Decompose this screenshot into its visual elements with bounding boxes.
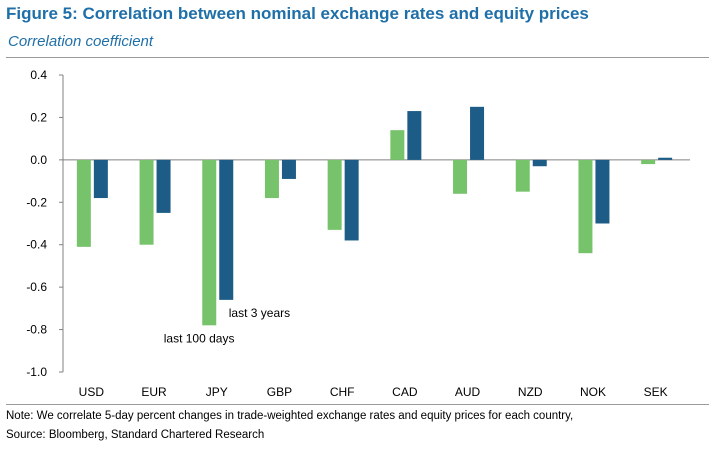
x-tick-label: CHF (330, 385, 355, 399)
footnote: Note: We correlate 5-day percent changes… (6, 410, 574, 422)
source-line: Source: Bloomberg, Standard Chartered Re… (6, 429, 265, 441)
bars (76, 106, 673, 326)
x-tick-label: CAD (392, 385, 418, 399)
y-tick-label: -0.4 (26, 238, 47, 252)
y-tick-label: 0.2 (30, 110, 47, 124)
annotation-last-3-years: last 3 years (229, 306, 290, 320)
bar-last-100-days-usd (76, 159, 91, 247)
x-tick-label: GBP (267, 385, 292, 399)
bar-last-3-years-jpy (219, 159, 234, 300)
y-tick-label: 0.4 (30, 68, 47, 82)
bar-last-3-years-chf (344, 159, 359, 241)
bar-last-100-days-eur (139, 159, 154, 245)
bar-chart: 0.4 0.2 0.0 -0.2 -0.4 -0.6 -0.8 -1.0 USD EUR JPY G… (26, 68, 690, 399)
bar-last-3-years-gbp (281, 159, 296, 179)
bar-last-3-years-nzd (532, 159, 547, 167)
bar-last-3-years-nok (595, 159, 610, 224)
x-tick-label: JPY (206, 385, 228, 399)
y-tick-label: -1.0 (26, 365, 47, 379)
bar-last-100-days-nok (578, 159, 593, 254)
bar-last-100-days-gbp (264, 159, 279, 199)
bar-last-3-years-usd (93, 159, 108, 199)
bar-last-100-days-aud (453, 159, 468, 194)
x-tick-label: NOK (580, 385, 606, 399)
annotation-last-100-days: last 100 days (164, 331, 235, 345)
chart-subtitle: Correlation coefficient (8, 33, 154, 50)
x-tick-label: AUD (455, 385, 481, 399)
y-tick-label: 0.0 (30, 153, 47, 167)
bar-last-3-years-sek (658, 157, 673, 160)
x-tick-label: EUR (141, 385, 167, 399)
top-divider (6, 57, 709, 58)
chart-title: Figure 5: Correlation between nominal ex… (6, 4, 589, 23)
x-tick-label: USD (79, 385, 105, 399)
bar-last-100-days-sek (641, 159, 656, 165)
bar-last-100-days-nzd (515, 159, 530, 192)
bar-last-3-years-eur (156, 159, 171, 213)
y-tick-label: -0.6 (26, 280, 47, 294)
bar-last-3-years-aud (470, 106, 485, 160)
y-tick-label: -0.2 (26, 195, 47, 209)
bar-last-100-days-cad (390, 130, 405, 160)
bar-last-100-days-chf (327, 159, 342, 230)
bottom-divider (6, 404, 709, 405)
y-tick-label: -0.8 (26, 323, 47, 337)
x-tick-label: NZD (518, 385, 543, 399)
bar-last-100-days-jpy (202, 159, 217, 326)
x-tick-label: SEK (644, 385, 668, 399)
x-axis-labels: USD EUR JPY GBP CHF CAD AUD NZD NOK SEK (79, 385, 668, 399)
bar-last-3-years-cad (407, 111, 422, 160)
